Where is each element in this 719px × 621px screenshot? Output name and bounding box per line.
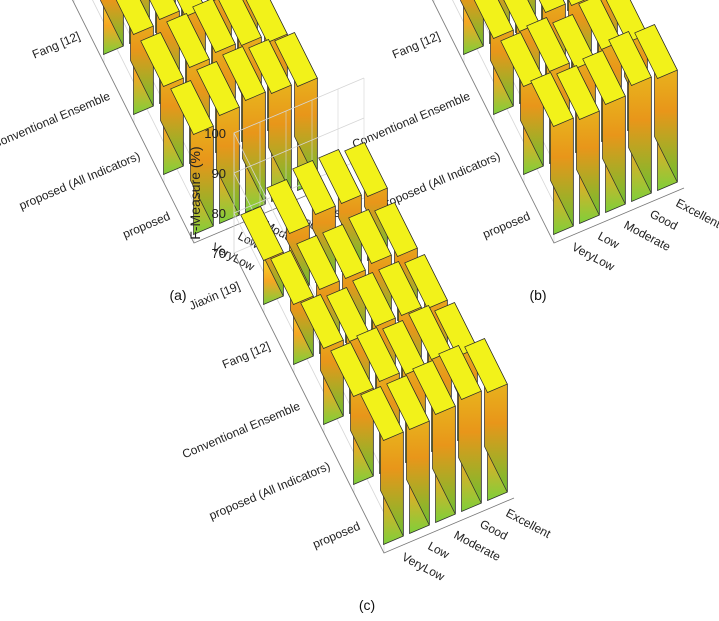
bar <box>386 375 430 535</box>
method-tick-label: Jiaxin [19] <box>0 0 52 3</box>
bar-top-face <box>378 261 422 316</box>
method-tick-label: Conventional Ensemble <box>180 399 302 462</box>
bar <box>412 360 456 524</box>
bar-top-face <box>266 179 310 234</box>
bar-top-face <box>344 142 388 197</box>
bar-top-face <box>292 160 336 215</box>
bar <box>330 342 374 486</box>
bar-top-face <box>240 206 284 261</box>
bar-top-face <box>538 0 566 13</box>
bar-top-face <box>526 17 570 72</box>
bar-top-face <box>386 375 430 430</box>
class-tick-label: Low <box>426 539 452 562</box>
bar-top-face <box>473 0 514 39</box>
floor-edge <box>233 252 515 554</box>
bar-top-face <box>530 72 574 127</box>
method-tick-label: Jiaxin [19] <box>357 0 412 3</box>
z-tick-label: 100 <box>204 126 226 141</box>
bar <box>100 0 124 56</box>
class-tick-label: Good <box>648 207 680 233</box>
bar-top-face <box>404 254 448 309</box>
panel-label: (b) <box>529 287 546 303</box>
bar <box>438 345 482 513</box>
bar-top-face <box>634 24 678 79</box>
bar <box>634 24 678 192</box>
class-tick-label: Excellent <box>674 196 719 232</box>
z-tick-label: 90 <box>212 166 226 181</box>
method-tick-label: proposed <box>481 209 533 241</box>
z-tick-label: 80 <box>212 206 226 221</box>
bar-top-face <box>115 0 154 35</box>
bar-top-face <box>412 360 456 415</box>
bar-top-face <box>166 13 210 68</box>
method-tick-label: proposed <box>311 519 363 551</box>
bar-top-face <box>322 224 366 279</box>
bar-top-face <box>356 327 400 382</box>
bar-top-face <box>582 50 626 105</box>
class-tick-label: Excellent <box>504 506 554 542</box>
bar <box>360 386 404 546</box>
bar-top-face <box>556 65 600 120</box>
bar-top-face <box>296 235 340 290</box>
bar-top-face <box>140 32 184 87</box>
bar <box>248 39 292 203</box>
bar <box>196 61 240 225</box>
bars <box>460 0 678 236</box>
bars <box>100 0 318 236</box>
bar-top-face <box>360 386 404 441</box>
bar <box>464 338 508 502</box>
bar <box>500 32 544 176</box>
bar <box>170 80 214 236</box>
bar <box>530 72 574 236</box>
bar-top-face <box>464 338 508 393</box>
method-tick-label: proposed (All Indicators) <box>17 149 142 213</box>
bar-top-face <box>270 250 314 305</box>
bar-top-face <box>374 202 418 257</box>
method-tick-label: Fang [12] <box>30 29 82 62</box>
floor-edge <box>432 0 685 244</box>
bar <box>608 31 652 203</box>
panel-label: (c) <box>359 597 375 613</box>
bars <box>240 142 508 546</box>
bar <box>460 0 484 56</box>
panel-label: (a) <box>169 287 186 303</box>
bar-top-face <box>218 0 262 46</box>
bar-top-face <box>248 39 292 94</box>
z-axis-label: F-Measure (%) <box>187 146 203 239</box>
bar-top-face <box>170 80 214 135</box>
bar-top-face <box>352 272 396 327</box>
method-tick-label: Fang [12] <box>390 29 442 62</box>
bar-top-face <box>149 0 180 20</box>
bar-top-face <box>438 345 482 400</box>
method-tick-label: Jiaxin [19] <box>187 279 242 313</box>
bar-top-face <box>274 32 318 87</box>
method-tick-label: Conventional Ensemble <box>350 89 472 152</box>
bar-top-face <box>192 0 236 53</box>
method-tick-label: Conventional Ensemble <box>0 89 112 152</box>
method-tick-label: proposed (All Indicators) <box>377 149 502 213</box>
method-tick-label: Fang [12] <box>220 339 272 372</box>
class-tick-label: Good <box>478 517 510 543</box>
bar-top-face <box>196 61 240 116</box>
bar <box>240 206 284 306</box>
bar-top-face <box>330 342 374 397</box>
bar-top-face <box>245 0 288 43</box>
method-tick-label: proposed (All Indicators) <box>207 459 332 523</box>
method-tick-label: proposed <box>121 209 173 241</box>
bar-top-face <box>608 31 652 86</box>
bar <box>556 65 600 225</box>
z-tick-label: 70 <box>212 246 226 261</box>
bar-top-face <box>348 209 392 264</box>
bar-top-face <box>318 149 362 204</box>
bar-top-face <box>222 46 266 101</box>
bar <box>582 50 626 214</box>
bar-top-face <box>568 0 586 6</box>
class-tick-label: Low <box>596 229 622 252</box>
bar-top-face <box>300 294 344 349</box>
